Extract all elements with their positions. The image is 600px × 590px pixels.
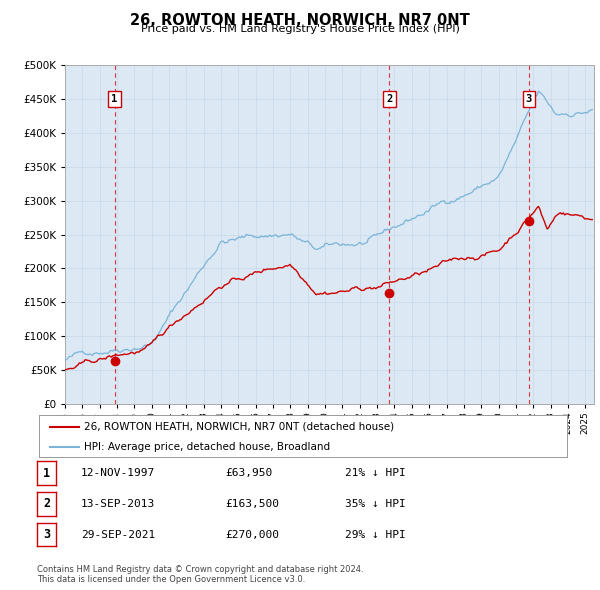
Text: HPI: Average price, detached house, Broadland: HPI: Average price, detached house, Broa…	[84, 442, 330, 451]
Text: 13-SEP-2013: 13-SEP-2013	[81, 499, 155, 509]
Text: 1: 1	[112, 94, 118, 104]
Text: £270,000: £270,000	[225, 530, 279, 539]
Text: 26, ROWTON HEATH, NORWICH, NR7 0NT (detached house): 26, ROWTON HEATH, NORWICH, NR7 0NT (deta…	[84, 422, 394, 432]
Text: 29% ↓ HPI: 29% ↓ HPI	[345, 530, 406, 539]
Text: 35% ↓ HPI: 35% ↓ HPI	[345, 499, 406, 509]
Text: 3: 3	[526, 94, 532, 104]
Text: 1: 1	[43, 467, 50, 480]
Text: 3: 3	[43, 528, 50, 541]
Text: Contains HM Land Registry data © Crown copyright and database right 2024.
This d: Contains HM Land Registry data © Crown c…	[37, 565, 364, 584]
Text: Price paid vs. HM Land Registry's House Price Index (HPI): Price paid vs. HM Land Registry's House …	[140, 24, 460, 34]
Text: 29-SEP-2021: 29-SEP-2021	[81, 530, 155, 539]
Text: 2: 2	[43, 497, 50, 510]
Text: 12-NOV-1997: 12-NOV-1997	[81, 468, 155, 478]
Text: £163,500: £163,500	[225, 499, 279, 509]
Text: 21% ↓ HPI: 21% ↓ HPI	[345, 468, 406, 478]
Text: 2: 2	[386, 94, 392, 104]
Text: £63,950: £63,950	[225, 468, 272, 478]
Text: 26, ROWTON HEATH, NORWICH, NR7 0NT: 26, ROWTON HEATH, NORWICH, NR7 0NT	[130, 13, 470, 28]
